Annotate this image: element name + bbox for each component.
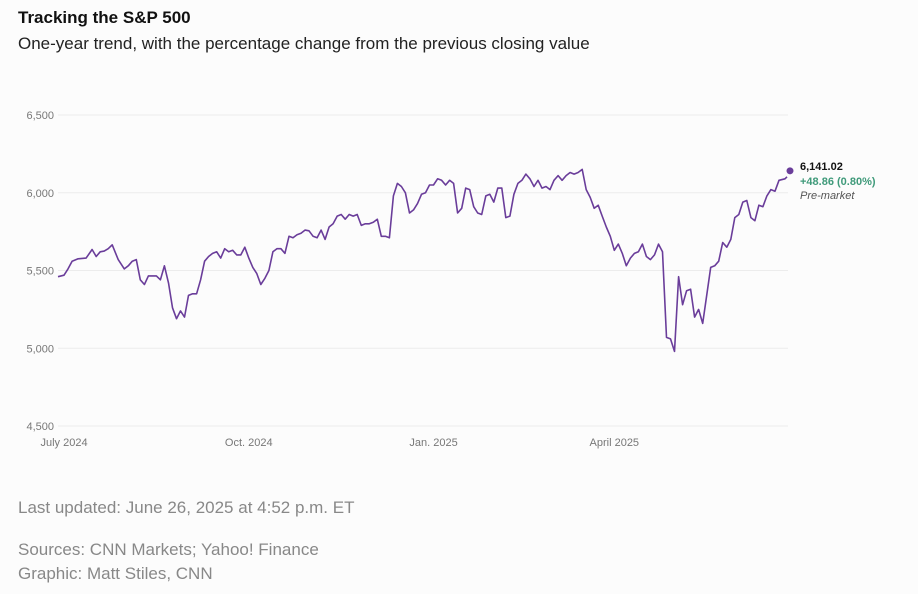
gridlines [58, 114, 788, 427]
sources-credit: Sources: CNN Markets; Yahoo! Finance [18, 540, 319, 559]
x-axis: July 2024 Oct. 2024 Jan. 2025 April 2025 [40, 437, 639, 449]
x-tick-label: April 2025 [590, 437, 640, 449]
y-axis: 4,500 5,000 5,500 6,000 6,500 [26, 110, 54, 433]
y-tick-label: 5,500 [26, 266, 54, 278]
y-tick-label: 6,000 [26, 188, 54, 200]
line-chart: 4,500 5,000 5,500 6,000 6,500 July 2024 Oct. … [26, 110, 876, 449]
status-label: Pre-market [800, 190, 855, 202]
last-point-marker[interactable] [786, 167, 794, 175]
x-tick-label: July 2024 [40, 437, 87, 449]
last-updated: Last updated: June 26, 2025 at 4:52 p.m.… [18, 498, 355, 517]
y-tick-label: 4,500 [26, 421, 54, 433]
y-tick-label: 6,500 [26, 110, 54, 122]
series-line-sp500 [57, 168, 788, 353]
y-tick-label: 5,000 [26, 343, 54, 355]
x-tick-label: Oct. 2024 [225, 437, 273, 449]
last-value-label: 6,141.02 [800, 161, 843, 173]
chart-title: Tracking the S&P 500 [18, 8, 191, 27]
x-tick-label: Jan. 2025 [409, 437, 457, 449]
chart-subtitle: One-year trend, with the percentage chan… [18, 34, 590, 53]
change-label: +48.86 (0.80%) [800, 176, 876, 188]
graphic-credit: Graphic: Matt Stiles, CNN [18, 564, 213, 583]
